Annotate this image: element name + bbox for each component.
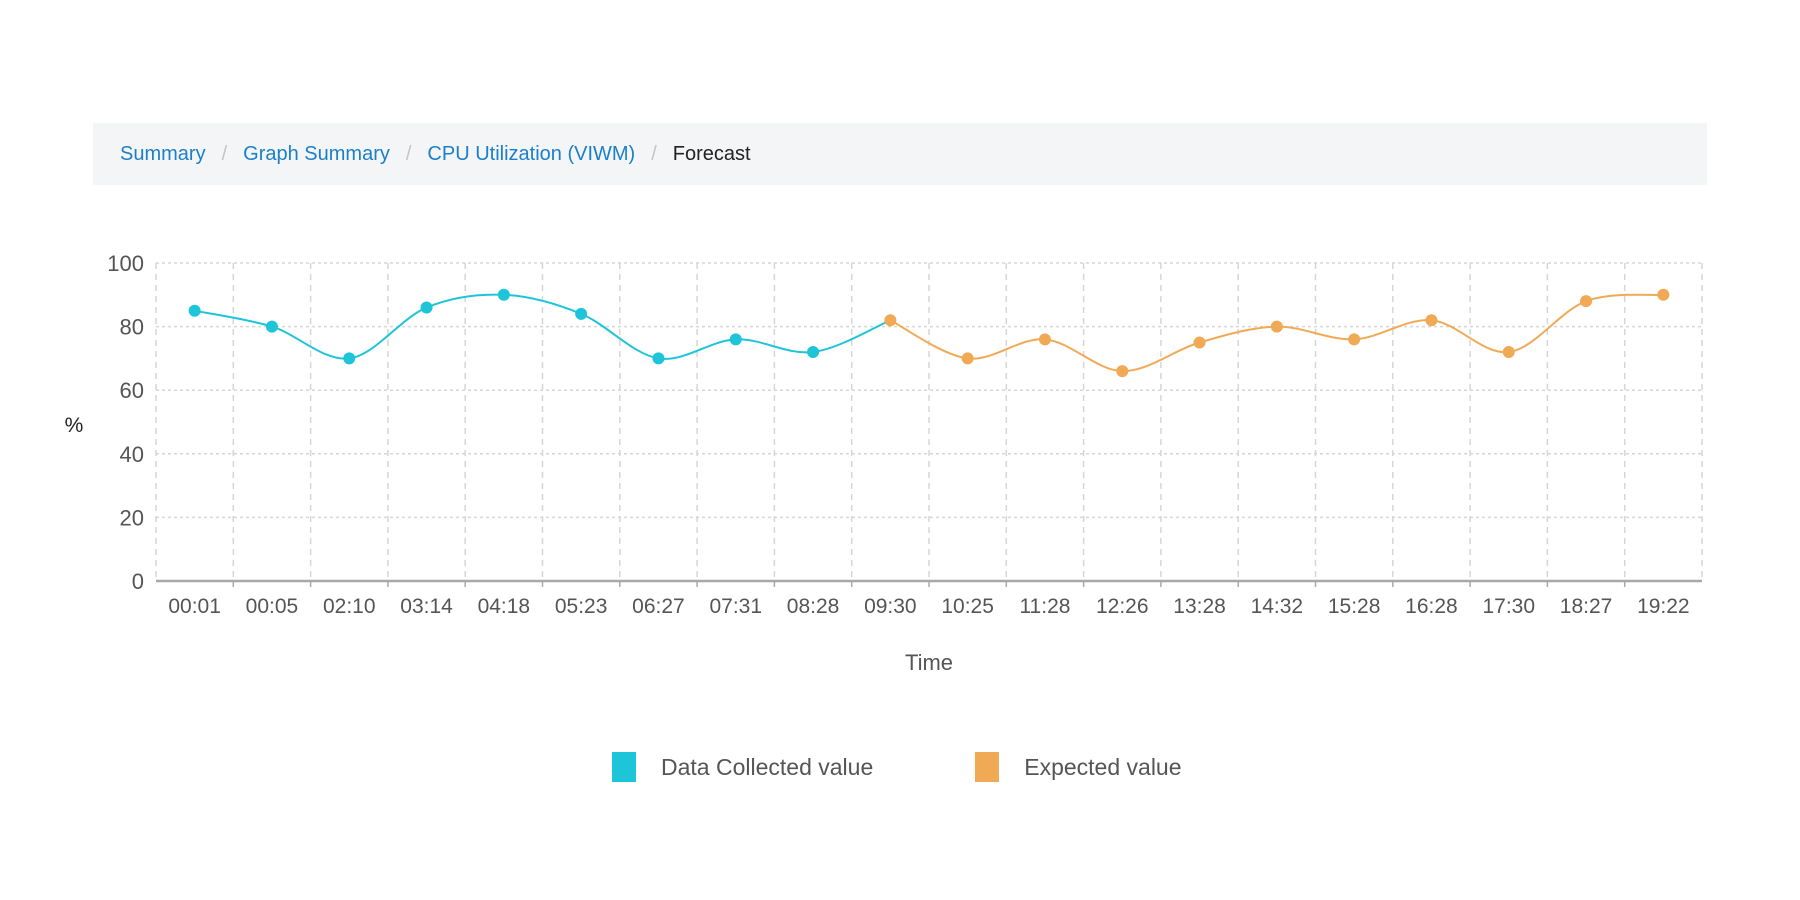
y-tick-label: 60: [120, 378, 144, 403]
expected-data-point: [1270, 320, 1283, 333]
collected-data-point: [729, 333, 742, 346]
legend-swatch-collected: [612, 752, 636, 782]
collected-series-line: [194, 293, 891, 360]
x-tick-label: 02:10: [323, 595, 376, 618]
x-tick-label: 14:32: [1251, 595, 1304, 618]
collected-data-point: [807, 346, 820, 359]
y-axis-title: %: [65, 414, 84, 437]
legend-item-collected[interactable]: Data Collected value: [612, 752, 873, 782]
x-tick-label: 19:22: [1637, 595, 1690, 618]
y-tick-label: 100: [107, 251, 144, 276]
y-tick-label: 20: [120, 505, 144, 530]
collected-data-point: [497, 288, 510, 301]
collected-data-point: [343, 352, 356, 365]
legend-label-expected: Expected value: [1024, 753, 1182, 780]
expected-data-point: [1580, 295, 1593, 308]
expected-data-point: [1193, 336, 1206, 349]
x-tick-label: 15:28: [1328, 595, 1381, 618]
expected-data-point: [884, 314, 897, 327]
legend: Data Collected value Expected value: [612, 752, 1284, 782]
breadcrumb-separator: /: [221, 142, 228, 165]
collected-data-point: [420, 301, 433, 314]
breadcrumb-summary[interactable]: Summary: [120, 142, 206, 165]
collected-data-point: [575, 307, 588, 320]
breadcrumb-graph-summary[interactable]: Graph Summary: [243, 142, 390, 165]
x-tick-label: 04:18: [478, 595, 531, 618]
x-tick-label: 07:31: [709, 595, 762, 618]
x-tick-label: 00:05: [246, 595, 299, 618]
breadcrumb-separator: /: [651, 142, 657, 165]
x-tick-label: 03:14: [400, 595, 453, 618]
y-tick-label: 0: [132, 569, 144, 594]
breadcrumb-separator: /: [405, 142, 412, 165]
breadcrumb: Summary / Graph Summary / CPU Utilizatio…: [93, 123, 1707, 185]
x-axis-title: Time: [905, 650, 953, 675]
collected-data-point: [652, 352, 665, 365]
expected-data-point: [1348, 333, 1361, 346]
x-tick-label: 18:27: [1560, 595, 1613, 618]
y-tick-label: 40: [120, 442, 144, 467]
expected-data-point: [1502, 346, 1515, 359]
x-tick-label: 08:28: [787, 595, 840, 618]
breadcrumb-current: Forecast: [672, 142, 751, 165]
legend-item-expected[interactable]: Expected value: [975, 752, 1182, 782]
x-tick-label: 17:30: [1482, 595, 1535, 618]
collected-data-point: [188, 304, 201, 317]
expected-data-point: [1657, 288, 1670, 301]
x-tick-label: 16:28: [1405, 595, 1458, 618]
x-tick-label: 09:30: [864, 595, 917, 618]
x-tick-label: 10:25: [941, 595, 994, 618]
expected-data-point: [961, 352, 974, 365]
legend-label-collected: Data Collected value: [661, 753, 874, 780]
expected-data-point: [1116, 365, 1129, 378]
expected-data-point: [1038, 333, 1051, 346]
breadcrumb-cpu-utilization[interactable]: CPU Utilization (VIWM): [427, 142, 636, 165]
legend-swatch-expected: [975, 752, 1000, 782]
expected-data-point: [1425, 314, 1438, 327]
x-tick-label: 05:23: [555, 595, 608, 618]
x-tick-label: 11:28: [1019, 595, 1070, 618]
x-tick-label: 12:26: [1096, 595, 1149, 618]
y-tick-label: 80: [120, 315, 144, 340]
x-tick-label: 00:01: [168, 595, 221, 618]
x-tick-label: 06:27: [632, 595, 685, 618]
x-tick-label: 13:28: [1173, 595, 1226, 618]
collected-data-point: [265, 320, 278, 333]
